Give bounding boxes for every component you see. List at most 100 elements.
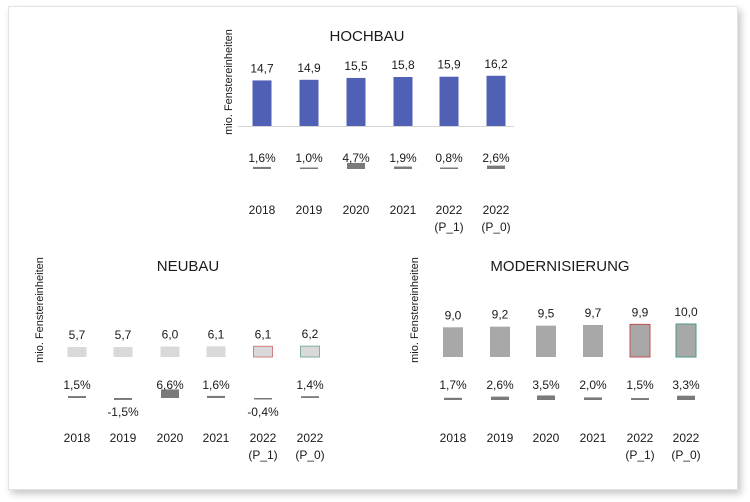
- growth-bar: [253, 166, 271, 169]
- growth-bar: [347, 162, 365, 169]
- bar-value-label: 14,7: [250, 61, 274, 75]
- y-axis-label: mio. Fenstereinheiten: [34, 257, 46, 363]
- y-axis-label: mio. Fenstereinheiten: [223, 29, 235, 135]
- growth-label: 3,5%: [532, 378, 560, 392]
- chart-title: NEUBAU: [157, 258, 220, 275]
- growth-bar: [444, 397, 462, 400]
- x-tick-sublabel: (P_1): [434, 220, 463, 234]
- chart-card: [8, 6, 738, 490]
- bar: [160, 346, 180, 357]
- bar: [393, 77, 413, 126]
- growth-label: 1,9%: [389, 151, 417, 165]
- growth-bar: [537, 395, 555, 400]
- bar-value-label: 9,0: [445, 308, 462, 322]
- growth-label: 1,6%: [202, 378, 230, 392]
- x-tick-label: 2022: [673, 431, 700, 445]
- x-tick-label: 2022: [627, 431, 654, 445]
- x-tick-label: 2020: [533, 431, 560, 445]
- growth-label: 1,5%: [63, 378, 91, 392]
- bar-value-label: 5,7: [69, 328, 86, 342]
- bar-value-label: 5,7: [115, 328, 132, 342]
- x-tick-label: 2020: [343, 203, 370, 217]
- growth-bar: [114, 398, 132, 400]
- bar-value-label: 15,8: [391, 58, 415, 72]
- growth-bar: [677, 395, 695, 400]
- growth-label: 0,8%: [435, 151, 463, 165]
- growth-bar: [254, 398, 272, 400]
- bar: [629, 323, 651, 358]
- x-tick-label: 2018: [64, 431, 91, 445]
- bar-value-label: 6,1: [208, 327, 225, 341]
- growth-label: 2,6%: [482, 151, 510, 165]
- bar-value-label: 15,5: [344, 59, 368, 73]
- growth-bar: [440, 167, 458, 169]
- bar-value-label: 15,9: [437, 58, 461, 72]
- x-tick-label: 2021: [203, 431, 230, 445]
- growth-label: -1,5%: [107, 405, 139, 419]
- bar-value-label: 9,7: [585, 306, 602, 320]
- x-tick-sublabel: (P_0): [481, 220, 510, 234]
- bar-value-label: 6,2: [302, 327, 319, 341]
- bar-value-label: 9,9: [632, 305, 649, 319]
- bar-value-label: 6,1: [255, 327, 272, 341]
- y-axis-label: mio. Fenstereinheiten: [409, 257, 421, 363]
- x-tick-label: 2020: [157, 431, 184, 445]
- bar-value-label: 16,2: [484, 57, 508, 71]
- chart-title: MODERNISIERUNG: [490, 258, 629, 275]
- bar: [439, 76, 459, 126]
- x-tick-label: 2018: [249, 203, 276, 217]
- bar: [490, 326, 510, 357]
- growth-bar: [394, 166, 412, 169]
- growth-bar: [301, 396, 319, 398]
- x-tick-label: 2019: [487, 431, 514, 445]
- bar: [252, 80, 272, 126]
- bar: [113, 347, 133, 357]
- x-tick-label: 2021: [390, 203, 417, 217]
- growth-label: 1,0%: [295, 151, 323, 165]
- chart-panel-hochbau: HOCHBAU mio. Fenstereinheiten 14,7 1,6% 2018…: [223, 28, 514, 234]
- growth-bar: [300, 167, 318, 169]
- growth-label: 1,5%: [626, 378, 654, 392]
- growth-bar: [491, 396, 509, 400]
- chart-title: HOCHBAU: [329, 28, 404, 45]
- bar: [486, 75, 506, 126]
- growth-label: 2,0%: [579, 378, 607, 392]
- bar: [299, 79, 319, 126]
- growth-bar: [207, 395, 225, 398]
- bar: [346, 77, 366, 126]
- x-tick-label: 2018: [440, 431, 467, 445]
- x-tick-sublabel: (P_1): [248, 448, 277, 462]
- x-tick-label: 2022: [483, 203, 510, 217]
- growth-bar: [487, 165, 505, 169]
- bar: [206, 346, 226, 357]
- x-tick-sublabel: (P_0): [295, 448, 324, 462]
- x-tick-sublabel: (P_0): [671, 448, 700, 462]
- growth-bar: [68, 396, 86, 398]
- growth-bar: [161, 389, 179, 398]
- x-tick-label: 2019: [296, 203, 323, 217]
- bar-value-label: 9,5: [538, 307, 555, 321]
- growth-bar: [584, 397, 602, 400]
- x-tick-label: 2022: [297, 431, 324, 445]
- growth-label: 3,3%: [672, 378, 700, 392]
- growth-label: 2,6%: [486, 378, 514, 392]
- bar: [300, 345, 320, 358]
- bar-value-label: 14,9: [297, 61, 321, 75]
- growth-label: -0,4%: [247, 405, 279, 419]
- x-tick-label: 2022: [250, 431, 277, 445]
- bar-value-label: 10,0: [674, 305, 698, 319]
- bar: [253, 345, 273, 358]
- x-tick-sublabel: (P_1): [625, 448, 654, 462]
- growth-label: 4,7%: [342, 151, 370, 165]
- growth-bar: [631, 398, 649, 400]
- x-tick-label: 2022: [436, 203, 463, 217]
- bar-value-label: 6,0: [162, 328, 179, 342]
- bar: [443, 327, 463, 357]
- x-tick-label: 2021: [580, 431, 607, 445]
- bar: [67, 347, 87, 357]
- chart-panel-neubau: NEUBAU mio. Fenstereinheiten 5,7 1,5% 2018 5,…: [34, 257, 325, 462]
- chart-panel-modernisierung: MODERNISIERUNG mio. Fenstereinheiten 9,0 1,…: [409, 257, 701, 462]
- bar: [583, 324, 603, 357]
- bar: [536, 325, 556, 357]
